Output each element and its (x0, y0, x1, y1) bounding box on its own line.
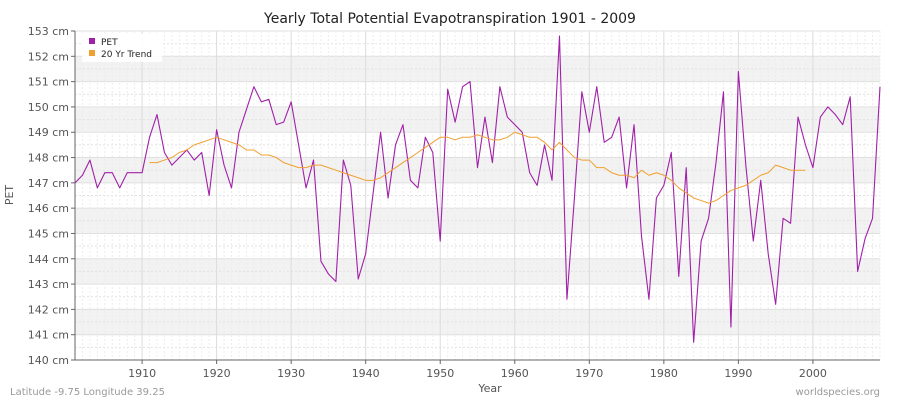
x-tick-label: 1970 (575, 367, 603, 380)
x-tick-label: 1980 (650, 367, 678, 380)
trend-series-line (149, 131, 806, 204)
pet-series-line (74, 35, 881, 343)
y-tick-label: 146 cm (28, 202, 69, 215)
y-tick-label: 141 cm (28, 329, 69, 342)
y-tick-label: 147 cm (28, 177, 69, 190)
legend-swatch-trend (89, 50, 95, 56)
legend-label-trend: 20 Yr Trend (101, 50, 152, 60)
y-tick-label: 144 cm (28, 253, 69, 266)
chart-title: Yearly Total Potential Evapotranspiratio… (263, 11, 636, 27)
y-tick-label: 153 cm (28, 25, 69, 38)
plot-band (75, 309, 880, 335)
y-tick-label: 145 cm (28, 227, 69, 240)
x-tick-label: 1990 (724, 367, 752, 380)
x-tick-label: 2000 (799, 367, 827, 380)
y-tick-label: 150 cm (28, 101, 69, 114)
y-tick-label: 143 cm (28, 278, 69, 291)
x-tick-label: 1960 (501, 367, 529, 380)
x-tick-label: 1940 (352, 367, 380, 380)
x-tick-label: 1920 (203, 367, 231, 380)
legend-swatch-pet (89, 38, 95, 44)
footer-coordinates: Latitude -9.75 Longitude 39.25 (10, 387, 165, 398)
legend-box (82, 34, 162, 62)
legend-label-pet: PET (101, 38, 118, 48)
x-axis-label: Year (477, 382, 502, 395)
legend: PET 20 Yr Trend (82, 34, 162, 62)
y-tick-label: 151 cm (28, 76, 69, 89)
x-tick-label: 1930 (277, 367, 305, 380)
y-axis-label: PET (3, 185, 16, 206)
y-tick-label: 140 cm (28, 354, 69, 367)
y-tick-label: 148 cm (28, 152, 69, 165)
footer-source: worldspecies.org (796, 387, 880, 398)
y-tick-label: 142 cm (28, 303, 69, 316)
x-tick-label: 1910 (128, 367, 156, 380)
y-tick-label: 152 cm (28, 50, 69, 63)
x-tick-label: 1950 (426, 367, 454, 380)
y-tick-label: 149 cm (28, 126, 69, 139)
